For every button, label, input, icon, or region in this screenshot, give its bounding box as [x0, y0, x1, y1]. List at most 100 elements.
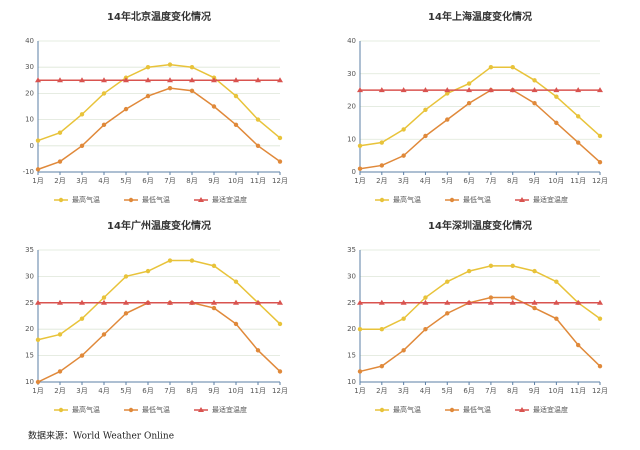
legend-marker: [58, 197, 64, 203]
point: [277, 77, 283, 83]
point: [167, 85, 173, 91]
point: [145, 93, 151, 99]
point: [211, 305, 217, 311]
legend-label: 最适宜温度: [533, 195, 568, 204]
point: [255, 117, 261, 122]
point: [597, 363, 603, 369]
point: [553, 299, 560, 305]
point: [211, 299, 217, 305]
y-tick-label: 40: [347, 37, 356, 45]
x-tick-label: 2月: [376, 177, 387, 185]
legend-label: 最高气温: [393, 405, 421, 414]
point: [57, 369, 63, 374]
series-line: [359, 66, 601, 147]
x-tick-label: 3月: [398, 387, 409, 395]
point: [423, 295, 428, 300]
x-tick-label: 12月: [592, 177, 608, 185]
point: [79, 112, 85, 117]
x-tick-label: 2月: [376, 387, 387, 395]
point: [255, 143, 261, 148]
point: [35, 379, 41, 385]
point: [357, 327, 363, 332]
point: [379, 140, 385, 145]
point: [401, 153, 406, 158]
point: [57, 159, 63, 164]
x-tick-label: 10月: [548, 177, 564, 185]
x-tick-label: 7月: [164, 177, 175, 185]
point: [167, 62, 173, 67]
point: [233, 77, 239, 83]
point: [101, 122, 107, 128]
point: [532, 101, 537, 106]
legend-label: 最高气温: [72, 195, 100, 204]
point: [79, 143, 85, 148]
point: [35, 167, 41, 172]
legend-label: 最高气温: [72, 405, 100, 414]
y-tick-label: 35: [347, 246, 356, 254]
point: [510, 65, 515, 70]
x-tick-label: 6月: [463, 177, 474, 185]
point: [597, 159, 603, 165]
x-tick-label: 2月: [54, 177, 65, 185]
point: [554, 316, 559, 321]
source-note: 数据来源：World Weather Online: [28, 430, 174, 442]
point: [233, 299, 239, 305]
y-tick-label: 30: [25, 272, 34, 280]
x-tick-label: 9月: [208, 387, 219, 395]
x-tick-label: 12月: [272, 387, 288, 395]
point: [532, 305, 537, 311]
point: [400, 299, 407, 305]
point: [57, 332, 63, 337]
y-tick-label: 40: [25, 37, 34, 45]
x-tick-label: 7月: [485, 177, 496, 185]
x-tick-label: 1月: [32, 177, 43, 185]
point: [553, 87, 560, 93]
legend-label: 最低气温: [142, 405, 170, 414]
legend-marker: [519, 197, 525, 202]
point: [101, 332, 107, 337]
chart-title: 14年上海温度变化情况: [428, 10, 532, 23]
point: [401, 127, 406, 132]
point: [101, 299, 107, 305]
x-tick-label: 12月: [272, 177, 288, 185]
x-tick-label: 5月: [442, 177, 453, 185]
point: [597, 133, 603, 139]
point: [575, 114, 581, 119]
x-tick-label: 3月: [76, 387, 87, 395]
point: [466, 81, 472, 86]
point: [167, 77, 173, 83]
x-tick-label: 8月: [507, 387, 518, 395]
point: [255, 77, 261, 83]
point: [79, 353, 85, 358]
y-tick-label: 10: [347, 378, 356, 386]
point: [575, 342, 581, 348]
series-line: [359, 296, 601, 373]
x-tick-label: 5月: [120, 177, 131, 185]
point: [509, 299, 516, 305]
point: [357, 299, 363, 305]
point: [255, 348, 261, 353]
x-tick-label: 8月: [186, 177, 197, 185]
legend-label: 最低气温: [463, 195, 491, 204]
point: [510, 295, 515, 300]
legend-label: 最适宜温度: [533, 405, 568, 414]
x-tick-label: 4月: [98, 177, 109, 185]
legend-marker: [198, 407, 204, 412]
y-tick-label: 30: [347, 70, 356, 78]
x-tick-label: 7月: [485, 387, 496, 395]
x-tick-label: 11月: [250, 387, 266, 395]
series-line: [359, 89, 601, 170]
point: [445, 117, 450, 122]
point: [487, 299, 494, 305]
series-line: [37, 259, 281, 341]
y-tick-label: 25: [25, 299, 34, 307]
point: [79, 316, 85, 321]
point: [277, 135, 283, 141]
point: [597, 87, 603, 93]
point: [35, 299, 41, 305]
chart-title: 14年深圳温度变化情况: [428, 219, 532, 232]
y-tick-label: 10: [25, 116, 34, 124]
point: [554, 94, 559, 99]
point: [575, 299, 582, 305]
